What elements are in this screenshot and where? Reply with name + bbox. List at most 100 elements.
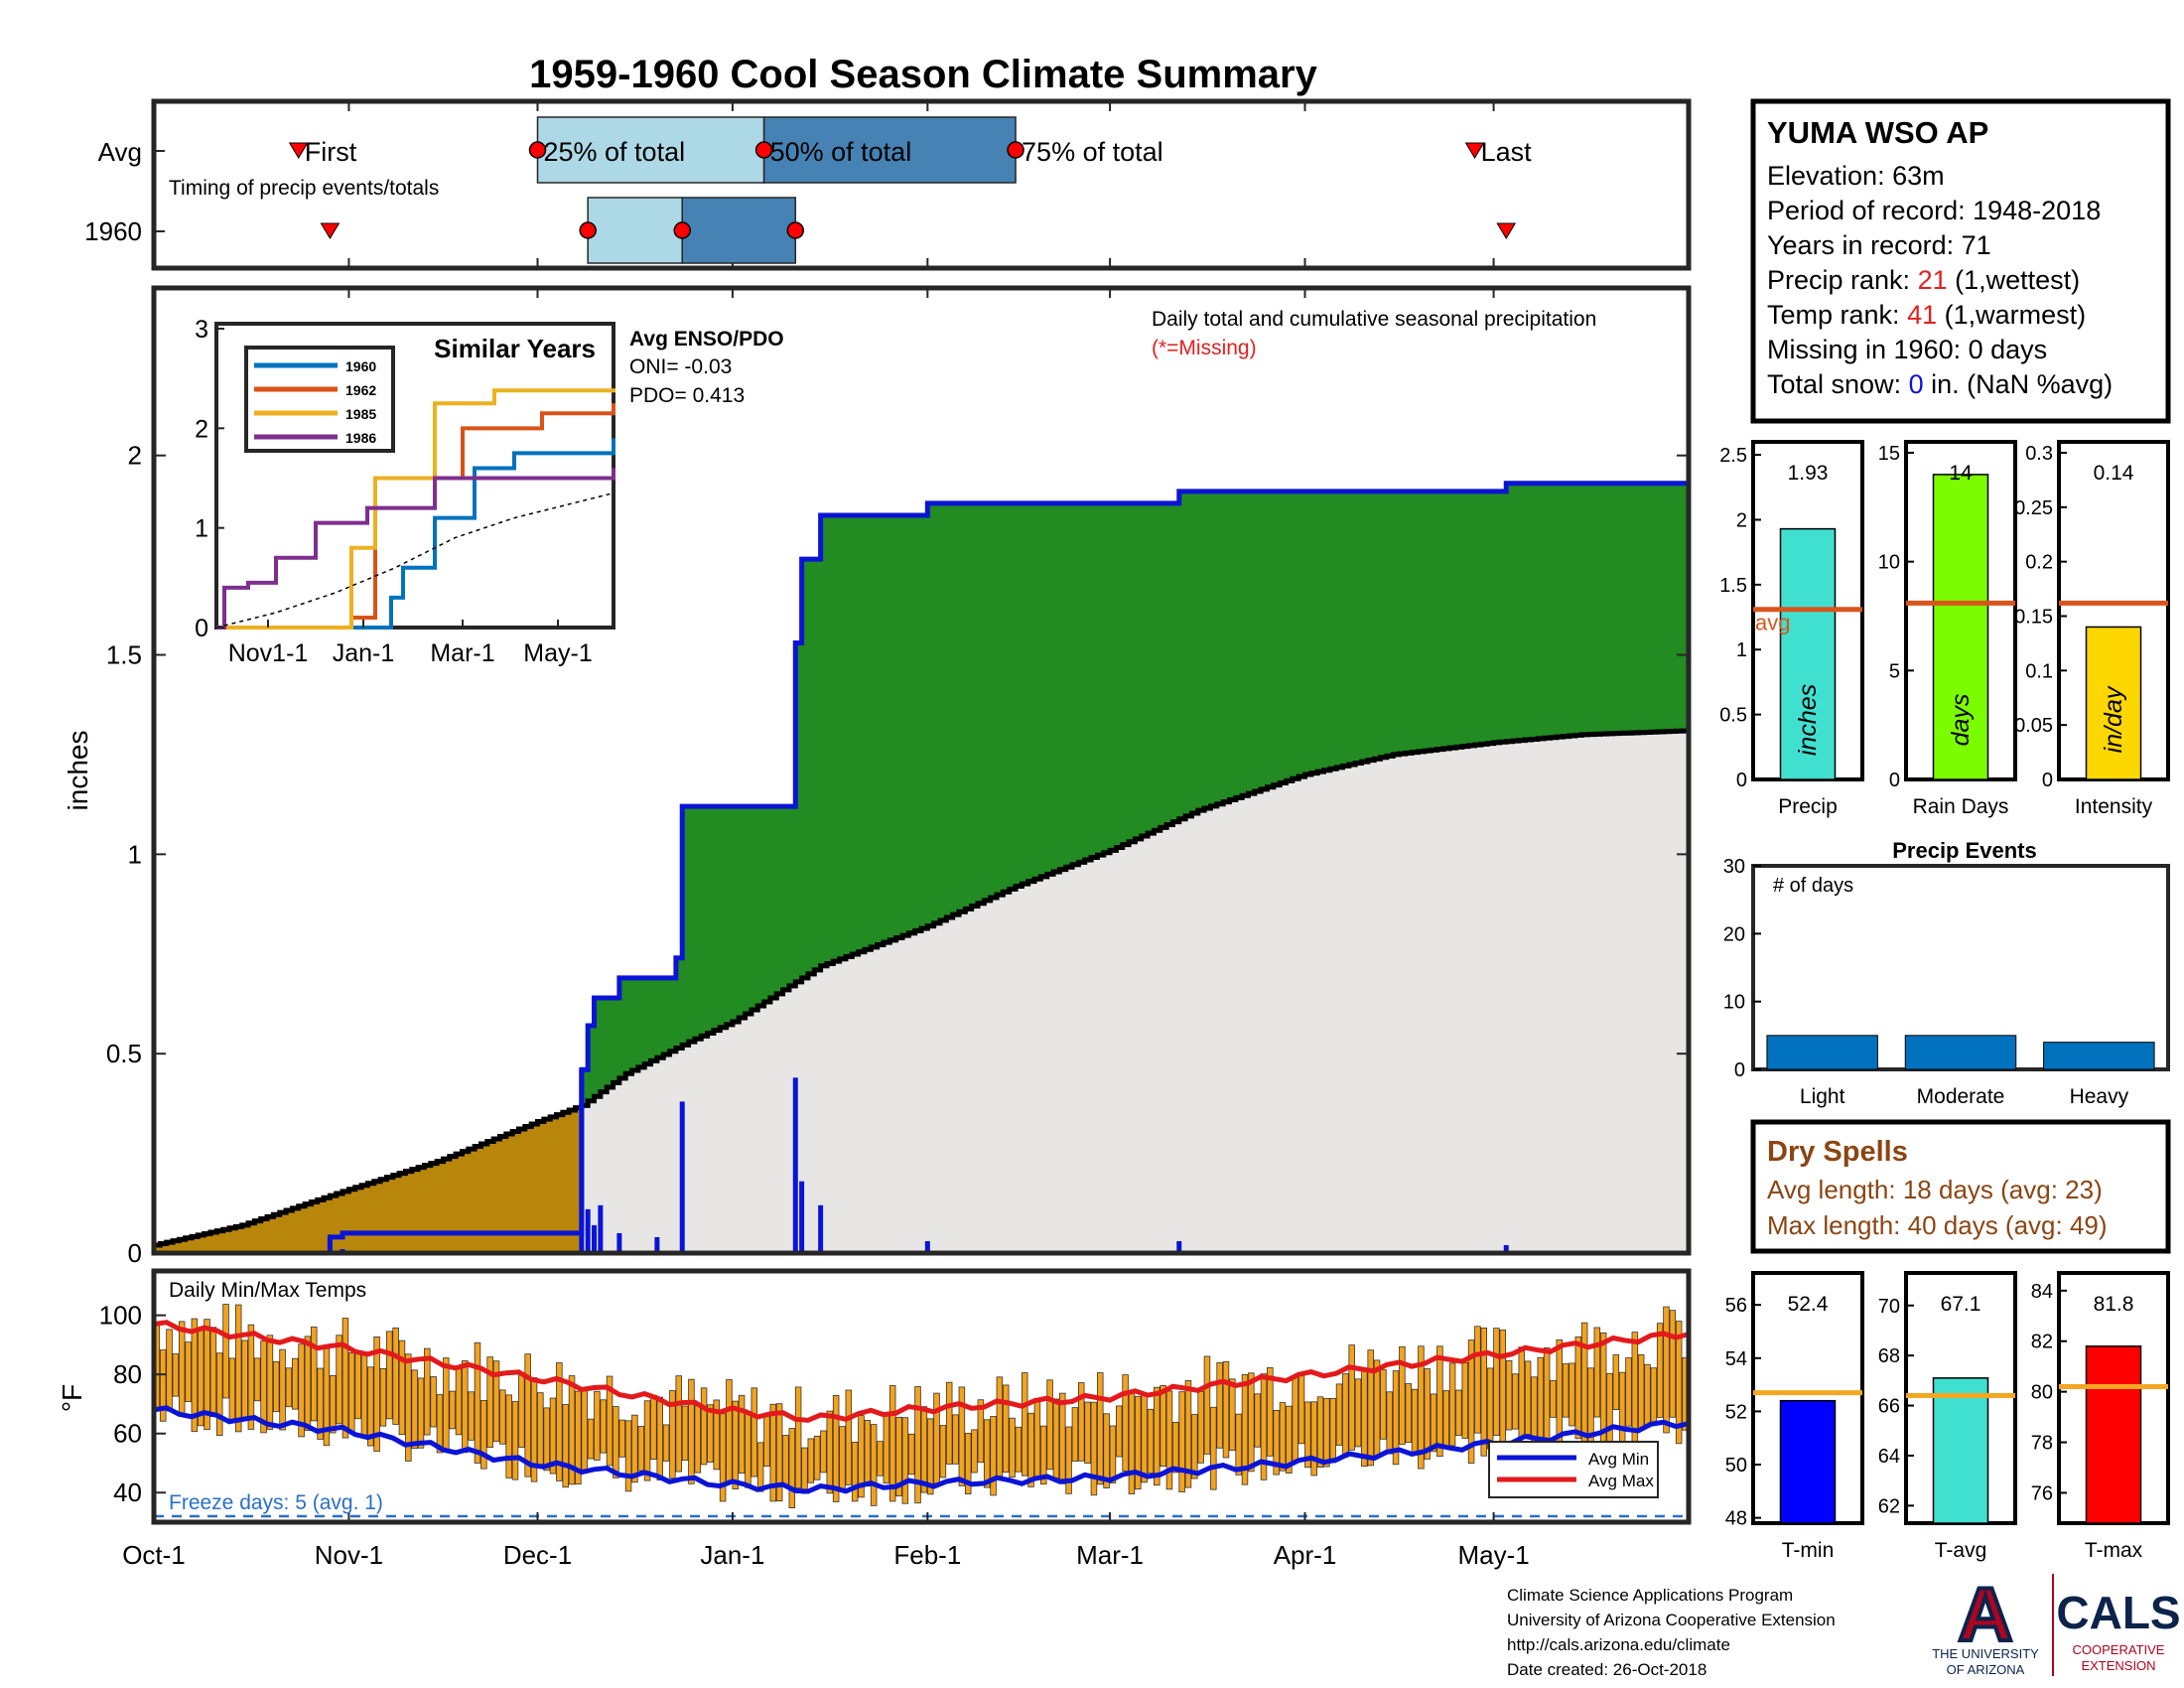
temp-bar-43 <box>424 1347 431 1436</box>
temp-bar-5 <box>185 1341 192 1403</box>
temp-bar-76 <box>631 1414 638 1483</box>
temp-panel-0-value: 52.4 <box>1788 1293 1829 1316</box>
temp-bar-110 <box>845 1389 853 1485</box>
inset-xtick-label-2: Mar-1 <box>430 639 494 667</box>
temp-bar-61 <box>537 1392 544 1466</box>
inset-xtick-label-0: Nov1-1 <box>228 639 309 667</box>
daily-precip-bar-5 <box>598 1204 604 1253</box>
legend-avg-max: Avg Max <box>1588 1472 1654 1490</box>
timing-first-label: First <box>305 137 357 167</box>
temps-ytick-label-1: 60 <box>113 1419 142 1449</box>
daily-precip-bar-12 <box>924 1240 930 1253</box>
footer-line3: http://cals.arizona.edu/climate <box>1507 1635 1730 1654</box>
y1960-pct-marker-2 <box>786 221 805 239</box>
temp-bar-169 <box>1216 1362 1223 1449</box>
temp-panel-2-tick-label-4: 84 <box>2031 1281 2053 1303</box>
temp-bar-188 <box>1335 1383 1343 1446</box>
precip-panel-0-unit: inches <box>1794 684 1822 756</box>
temp-bar-212 <box>1486 1367 1494 1450</box>
daily-precip-bar-8 <box>679 1101 685 1253</box>
average-cumulative-line <box>154 728 1692 1248</box>
main-ytick-label-0: 0 <box>128 1238 142 1268</box>
temp-bar-127 <box>952 1414 959 1465</box>
temps-ytick-label-0: 40 <box>113 1477 142 1507</box>
precip-event-bar-light <box>1766 1035 1878 1070</box>
precip-events-title: Precip Events <box>1892 838 2037 863</box>
temp-bar-12 <box>228 1357 236 1421</box>
temp-bar-194 <box>1373 1359 1381 1459</box>
temp-panel-1-label: T-avg <box>1935 1539 1987 1562</box>
temp-bar-120 <box>907 1433 915 1476</box>
temp-bar-91 <box>726 1379 733 1482</box>
temp-bar-172 <box>1235 1413 1242 1476</box>
temp-panel-0-label: T-min <box>1782 1539 1835 1562</box>
temp-bar-225 <box>1569 1362 1575 1427</box>
daily-precip-bar-11 <box>818 1204 824 1253</box>
temp-bar-234 <box>1625 1357 1632 1427</box>
temp-bar-19 <box>272 1360 280 1413</box>
temps-ytick-label-3: 100 <box>99 1301 142 1331</box>
temp-panel-2-tick-label-3: 82 <box>2031 1332 2053 1353</box>
temp-bar-149 <box>1090 1401 1098 1496</box>
temp-bar-186 <box>1323 1397 1330 1468</box>
temp-bar-175 <box>1254 1393 1261 1448</box>
precip-event-bar-heavy <box>2043 1042 2155 1070</box>
temp-bar-201 <box>1418 1345 1425 1470</box>
temp-bar-241 <box>1669 1310 1677 1418</box>
main-ytick-label-2: 1 <box>128 839 142 869</box>
precip-panel-0-tick-label-3: 1.5 <box>1719 575 1747 597</box>
temp-panel-1-bar <box>1932 1377 1989 1524</box>
avg-pct-marker-0 <box>528 141 547 159</box>
temp-panel-2-bar <box>2085 1345 2142 1524</box>
temp-bar-49 <box>462 1360 469 1454</box>
temp-bar-36 <box>379 1367 387 1427</box>
inset-title: Similar Years <box>434 334 596 363</box>
temp-bar-98 <box>769 1403 777 1502</box>
temp-bar-164 <box>1184 1380 1192 1488</box>
temp-bar-78 <box>643 1400 651 1481</box>
xtick-label-1: Nov-1 <box>315 1540 383 1570</box>
daily-precip-bar-6 <box>616 1232 622 1253</box>
precip-summary-bars: 1.93 0 0.5 1 1.5 2 2.5 Precip inches avg 14 0 5 10 15 R… <box>1719 440 2170 818</box>
temp-bar-128 <box>958 1386 966 1486</box>
temp-bar-83 <box>675 1375 682 1473</box>
temp-bar-32 <box>354 1352 361 1420</box>
temp-bar-237 <box>1644 1363 1651 1428</box>
daily-precip-bar-14 <box>1503 1244 1509 1253</box>
temp-bar-192 <box>1361 1370 1368 1468</box>
temp-bar-113 <box>864 1420 872 1487</box>
temp-bar-211 <box>1480 1328 1488 1457</box>
dry-spells-max: Max length: 40 days (avg: 49) <box>1767 1210 2108 1240</box>
temp-bar-111 <box>851 1442 859 1502</box>
precip-panel-2-unit: in/day <box>2100 685 2127 753</box>
temp-bar-207 <box>1455 1389 1462 1436</box>
footer-credits: Climate Science Applications Program Uni… <box>1507 1586 1836 1679</box>
temp-panel-0-tick-label-2: 52 <box>1725 1401 1747 1423</box>
temp-bar-11 <box>222 1304 229 1399</box>
precip-panel-1-unit: days <box>1947 694 1975 747</box>
cals-logo-text: CALS <box>2056 1587 2180 1638</box>
temp-bar-136 <box>1009 1417 1016 1477</box>
temp-bar-152 <box>1109 1425 1117 1483</box>
missing-note: (*=Missing) <box>1152 337 1257 359</box>
precip-events-ylabel: # of days <box>1773 875 1853 897</box>
temp-bar-25 <box>311 1327 318 1422</box>
temp-bar-168 <box>1210 1406 1217 1490</box>
temp-bar-209 <box>1467 1339 1475 1464</box>
temp-bar-179 <box>1279 1402 1287 1472</box>
temp-bar-133 <box>990 1416 997 1496</box>
inset-series-1986 <box>216 468 615 630</box>
dry-spells-title: Dry Spells <box>1767 1136 1908 1168</box>
temp-bar-153 <box>1116 1405 1123 1458</box>
temp-bar-191 <box>1354 1378 1362 1448</box>
temp-bar-86 <box>694 1405 702 1474</box>
main-note: Daily total and cumulative seasonal prec… <box>1152 308 1596 331</box>
temp-bar-102 <box>794 1386 802 1488</box>
precip-panel-0-tick-label-1: 0.5 <box>1719 705 1747 727</box>
main-ytick-label-1: 0.5 <box>106 1039 142 1068</box>
precip-panel-2-tick-label-1: 0.05 <box>2014 715 2053 737</box>
daily-precip-bar-4 <box>592 1224 598 1253</box>
timing-caption: Timing of precip events/totals <box>169 177 439 200</box>
precip-event-label-1: Moderate <box>1917 1085 2005 1108</box>
events-tick-label-0: 0 <box>1734 1059 1745 1081</box>
